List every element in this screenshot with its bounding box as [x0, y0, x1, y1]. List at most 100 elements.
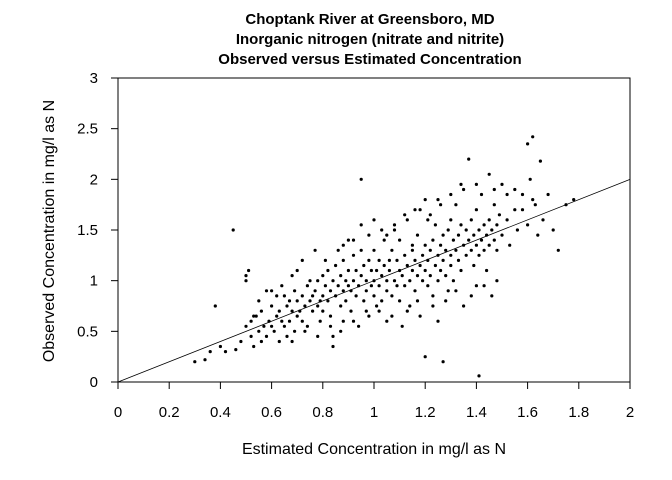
data-point	[351, 253, 356, 257]
data-point	[538, 159, 543, 163]
data-point	[477, 374, 481, 378]
y-axis: 0 0.5 1 1.5 2 2.5 3	[77, 70, 118, 391]
data-point	[426, 284, 430, 288]
data-point	[495, 223, 499, 227]
data-point	[252, 344, 256, 349]
data-point	[469, 218, 473, 222]
data-point	[398, 268, 402, 273]
data-point	[203, 358, 207, 362]
data-point	[321, 294, 325, 298]
data-point	[341, 289, 345, 293]
data-point	[311, 309, 315, 313]
data-point	[239, 339, 243, 344]
data-point	[272, 329, 276, 333]
data-point	[482, 223, 486, 227]
data-point	[282, 294, 286, 298]
data-point	[482, 284, 486, 288]
data-point	[295, 299, 299, 303]
data-point	[531, 135, 535, 139]
data-point	[421, 279, 425, 283]
data-point	[223, 350, 228, 354]
data-point	[472, 263, 476, 268]
data-point	[270, 324, 274, 328]
data-point	[375, 304, 379, 308]
data-point	[287, 299, 292, 303]
data-point	[275, 294, 279, 298]
data-point	[331, 279, 335, 283]
data-point	[285, 304, 289, 308]
data-point	[385, 319, 389, 323]
data-point	[308, 299, 312, 303]
data-point	[390, 294, 394, 298]
data-point	[249, 334, 253, 338]
data-point	[449, 218, 453, 222]
data-point	[326, 299, 330, 303]
data-point	[282, 324, 286, 328]
data-point	[428, 213, 432, 217]
data-point	[408, 279, 412, 283]
data-point	[467, 157, 471, 161]
data-point	[351, 238, 356, 242]
data-point	[380, 228, 384, 232]
data-point	[277, 339, 281, 344]
data-point	[479, 238, 484, 242]
data-point	[410, 248, 414, 252]
data-point	[213, 304, 217, 308]
data-point	[344, 279, 348, 283]
data-point	[316, 304, 320, 308]
data-point	[428, 274, 432, 278]
data-point	[280, 319, 284, 323]
data-point	[341, 319, 345, 323]
x-tick-label: 1	[370, 404, 378, 421]
data-point	[280, 284, 284, 288]
data-point	[392, 223, 397, 227]
x-tick-label: 1.6	[517, 404, 538, 421]
data-point	[311, 294, 315, 298]
data-point	[392, 279, 397, 283]
data-point	[513, 187, 517, 192]
data-point	[290, 309, 294, 313]
data-point	[439, 203, 443, 207]
data-point	[520, 192, 525, 197]
data-point	[551, 228, 555, 232]
data-point	[385, 233, 389, 237]
data-point	[367, 258, 371, 262]
data-point	[477, 253, 481, 257]
data-point	[495, 248, 499, 252]
data-point	[449, 253, 453, 257]
y-tick-label: 2	[90, 171, 98, 188]
data-point	[405, 263, 409, 268]
data-point	[357, 324, 361, 328]
data-point	[364, 279, 368, 283]
data-point	[287, 319, 292, 323]
data-point	[492, 203, 496, 207]
data-point	[305, 284, 309, 288]
data-point	[398, 299, 402, 303]
data-point	[369, 268, 373, 273]
data-points	[193, 135, 576, 378]
x-tick-label: 1.2	[415, 404, 436, 421]
data-point	[428, 248, 432, 252]
x-tick-label: 0.2	[159, 404, 180, 421]
data-point	[334, 263, 338, 268]
data-point	[305, 324, 309, 328]
data-point	[462, 187, 466, 192]
data-point	[413, 289, 417, 293]
data-point	[415, 299, 420, 303]
data-point	[295, 268, 299, 273]
data-point	[339, 274, 343, 278]
data-point	[446, 228, 450, 232]
y-axis-title: Observed Concentration in mg/l as N	[41, 100, 58, 362]
data-point	[336, 248, 340, 252]
data-point	[500, 182, 504, 186]
data-point	[369, 284, 373, 288]
data-point	[385, 279, 389, 283]
data-point	[526, 223, 530, 227]
data-point	[485, 268, 489, 273]
data-point	[367, 233, 371, 237]
data-point	[398, 238, 402, 242]
data-point	[323, 284, 327, 288]
data-point	[367, 314, 371, 318]
data-point	[418, 208, 422, 212]
data-point	[405, 218, 409, 222]
